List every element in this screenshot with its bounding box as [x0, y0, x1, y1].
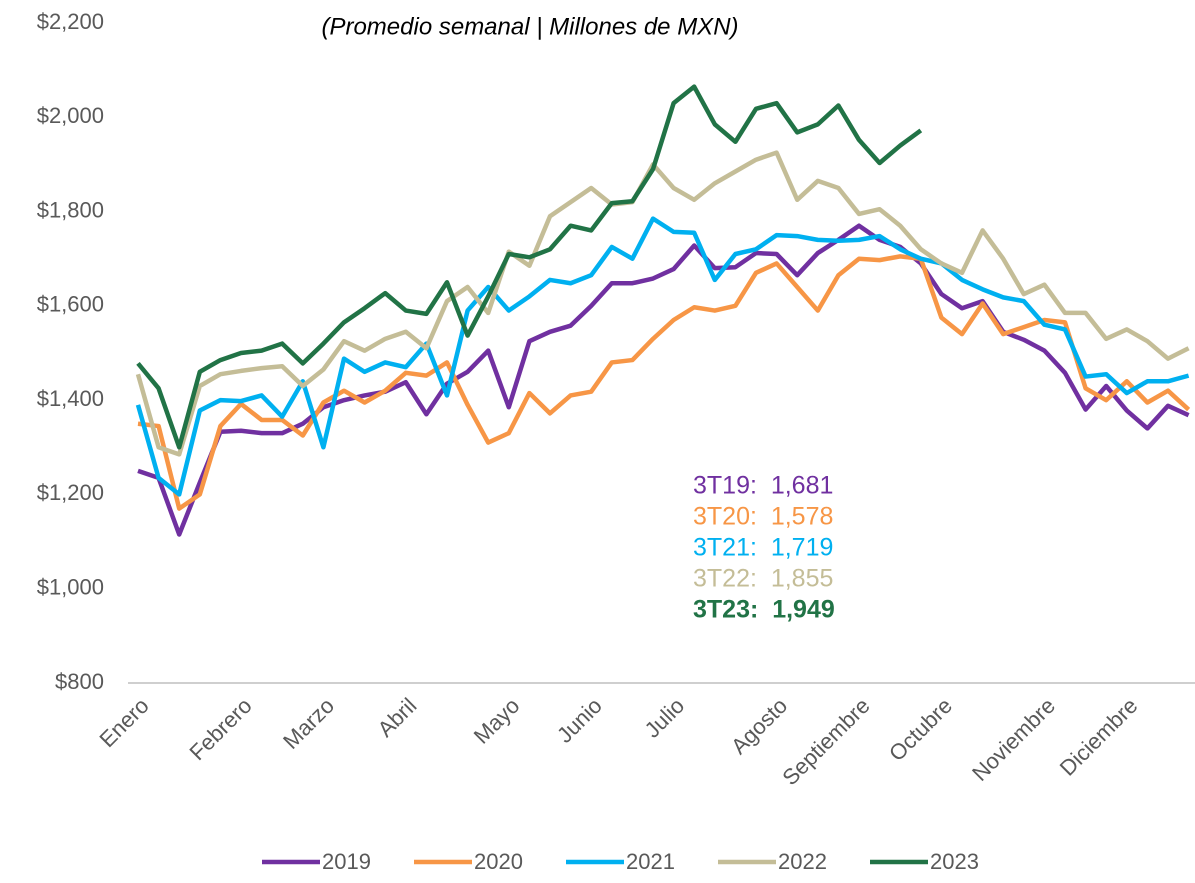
x-tick-label: Septiembre [777, 693, 874, 790]
x-tick-label: Febrero [184, 693, 256, 765]
annotation: 3T22: 1,855 [693, 565, 833, 593]
y-tick-label: $1,000 [37, 575, 104, 600]
annotation: 3T19: 1,681 [693, 472, 833, 500]
legend-label: 2021 [626, 849, 675, 874]
series-line [135, 216, 1190, 497]
x-tick-label: Octubre [884, 693, 957, 766]
y-tick-label: $1,400 [37, 386, 104, 411]
legend-label: 2020 [474, 849, 523, 874]
x-tick-label: Marzo [278, 693, 339, 754]
y-tick-label: $800 [55, 669, 104, 694]
x-tick-label: Julio [640, 693, 690, 743]
y-tick-label: $1,600 [37, 292, 104, 317]
series-line [135, 150, 1190, 457]
series-line [137, 254, 1191, 511]
annotation: 3T20: 1,578 [693, 503, 833, 531]
legend-label: 2022 [778, 849, 827, 874]
y-tick-label: $1,200 [37, 480, 104, 505]
x-tick-label: Abril [373, 693, 422, 742]
annotation: 3T21: 1,719 [693, 534, 833, 562]
x-tick-label: Junio [552, 693, 607, 748]
x-tick-label: Noviembre [967, 693, 1060, 786]
y-tick-label: $1,800 [37, 197, 104, 222]
y-tick-label: $2,000 [37, 103, 104, 128]
x-tick-label: Diciembre [1055, 693, 1143, 781]
series-line [136, 84, 923, 450]
x-tick-label: Mayo [469, 693, 525, 749]
annotation: 3T23: 1,949 [693, 596, 835, 624]
legend-label: 2019 [322, 849, 371, 874]
x-tick-label: Agosto [726, 693, 792, 759]
legend-label: 2023 [930, 849, 979, 874]
x-tick-label: Enero [94, 693, 153, 752]
chart-title: (Promedio semanal | Millones de MXN) [321, 13, 738, 40]
y-tick-label: $2,200 [37, 9, 104, 34]
